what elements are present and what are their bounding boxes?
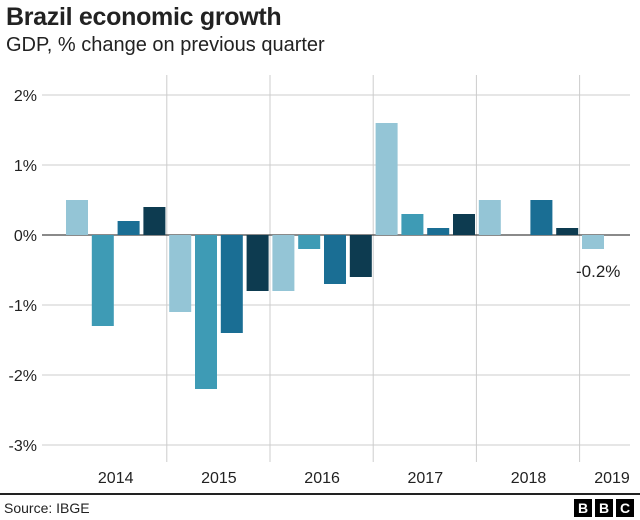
bar-2016-q1 [272, 235, 295, 291]
bar-2017-q3 [427, 228, 450, 235]
y-tick-label: -1% [9, 298, 37, 315]
y-tick-label: 0% [14, 228, 37, 245]
logo-letter: B [595, 499, 613, 517]
y-tick-label: 1% [14, 158, 37, 175]
gdp-bar-chart: 2% 1% 0% -1% -2% -3% 2014 2015 2016 2017 2018 2019 -… [9, 75, 630, 487]
footer-divider [0, 493, 640, 495]
bar-2017-q1 [375, 123, 398, 235]
logo-letter: B [574, 499, 592, 517]
bar-2015-q2 [195, 235, 217, 389]
y-tick-label: 2% [14, 88, 37, 105]
x-tick-label: 2019 [594, 470, 630, 487]
y-tick-label: -3% [9, 438, 37, 455]
x-tick-label: 2015 [201, 470, 237, 487]
bar-2018-q4 [556, 228, 579, 235]
x-tick-label: 2017 [408, 470, 444, 487]
bar-2018-q1 [478, 200, 501, 235]
bar-2017-q2 [401, 214, 424, 235]
chart-title: Brazil economic growth [6, 3, 282, 31]
bar-2016-q2 [298, 235, 321, 249]
bar-2014-q2 [91, 235, 114, 326]
bar-2014-q1 [66, 200, 88, 235]
y-tick-label: -2% [9, 368, 37, 385]
logo-letter: C [616, 499, 634, 517]
bar-2016-q3 [324, 235, 346, 284]
x-tick-label: 2014 [98, 470, 134, 487]
bar-2018-q3 [530, 200, 553, 235]
bar-2014-q3 [117, 221, 140, 235]
bar-2014-q4 [143, 207, 166, 235]
bar-2015-q4 [246, 235, 269, 291]
bbc-logo: B B C [574, 499, 634, 517]
bar-2019-q1 [582, 235, 604, 249]
source-note: Source: IBGE [4, 500, 90, 516]
bar-2017-q4 [453, 214, 475, 235]
data-label-latest: -0.2% [576, 262, 620, 281]
x-tick-label: 2018 [511, 470, 547, 487]
bar-2016-q4 [349, 235, 372, 277]
bar-2015-q3 [220, 235, 243, 333]
x-tick-label: 2016 [304, 470, 340, 487]
bar-2015-q1 [169, 235, 192, 312]
chart-subtitle: GDP, % change on previous quarter [6, 34, 325, 56]
